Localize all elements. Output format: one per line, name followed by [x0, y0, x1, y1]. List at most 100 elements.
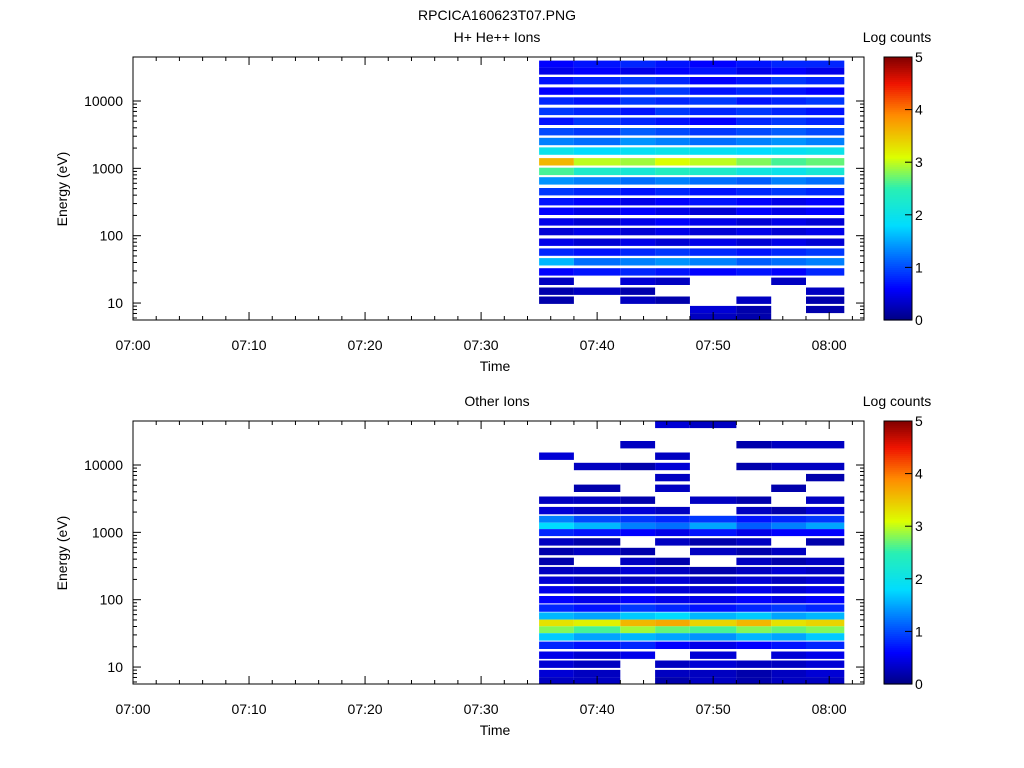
heatmap-cell [771, 268, 806, 276]
heatmap-cell [771, 87, 806, 95]
heatmap-cell [690, 586, 737, 594]
heatmap-cell [539, 167, 574, 176]
heatmap-cell [620, 167, 656, 176]
x-tick-label: 07:30 [464, 701, 499, 717]
heatmap-cell [771, 633, 806, 641]
heatmap-cell [539, 268, 574, 276]
colorbar-segment [884, 269, 912, 273]
heatmap-cell [539, 596, 574, 604]
colorbar-segment [884, 617, 912, 620]
heatmap-cell [736, 576, 772, 584]
colorbar-frame [883, 420, 913, 685]
colorbar-segment [884, 473, 912, 477]
colorbar: 0 1 2 3 4 5 [883, 49, 923, 328]
colorbar-segment [884, 465, 912, 469]
heatmap-cell [655, 612, 690, 620]
heatmap-cell [690, 596, 737, 604]
heatmap-cell [690, 167, 737, 176]
heatmap-cell [771, 198, 806, 206]
heatmap-cell [690, 158, 737, 166]
colorbar-segment [884, 514, 912, 517]
panel-other-ions: Other Ions Log counts Time Energy (eV) 0… [54, 393, 931, 738]
colorbar-segment [884, 198, 912, 202]
colorbar-segment [884, 582, 912, 586]
heatmap-cell [620, 97, 656, 105]
heatmap-cell [690, 248, 737, 256]
heatmap-cell [690, 117, 737, 125]
colorbar-segment [884, 491, 912, 495]
heatmap-cell [573, 218, 621, 226]
heatmap-cell [736, 147, 772, 155]
colorbar-segment [884, 83, 912, 86]
x-tick-label: 07:10 [232, 701, 267, 717]
colorbar-segment [884, 586, 912, 590]
colorbar-segment [884, 625, 912, 628]
heatmap-cell [806, 268, 845, 276]
heatmap-cell [539, 258, 574, 266]
colorbar-segment [884, 275, 912, 279]
colorbar-segment [884, 629, 912, 632]
heatmap-cell [655, 188, 690, 196]
colorbar-segment [884, 101, 912, 105]
heatmap-cell [539, 515, 574, 523]
heatmap-cell [736, 515, 772, 523]
heatmap-cell [690, 660, 737, 668]
colorbar-segment [884, 592, 912, 596]
colorbar-segment [884, 613, 912, 616]
colorbar-segment [884, 150, 912, 153]
colorbar-segment [884, 237, 912, 240]
heatmap-cell [620, 227, 656, 236]
heatmap-cell [690, 188, 737, 196]
colorbar-segment [884, 429, 912, 432]
colorbar-segment [884, 119, 912, 123]
heatmap-cell [620, 268, 656, 276]
heatmap-cell [806, 177, 845, 185]
heatmap-cell [806, 188, 845, 196]
heatmap-cell [620, 158, 656, 166]
heatmap-cell [573, 167, 621, 176]
colorbar-segment [884, 81, 912, 84]
heatmap-cell [771, 506, 806, 515]
colorbar-segment [884, 611, 912, 614]
heatmap-cell [736, 305, 772, 314]
heatmap-cell [655, 67, 690, 75]
colorbar-segment [884, 568, 912, 572]
heatmap-cell [573, 238, 621, 246]
colorbar-segment [884, 540, 912, 543]
colorbar-segment [884, 265, 912, 268]
heatmap-cell [690, 258, 737, 266]
heatmap-cell [771, 586, 806, 594]
heatmap-cell [771, 576, 806, 584]
heatmap-cell [573, 515, 621, 523]
heatmap-cell [573, 529, 621, 537]
colorbar-segment [884, 127, 912, 131]
colorbar-segment [884, 79, 912, 82]
colorbar-segment [884, 192, 912, 196]
heatmap-cell [736, 167, 772, 176]
heatmap-cell [573, 586, 621, 594]
colorbar-segment [884, 241, 912, 244]
colorbar-segment [884, 635, 912, 639]
heatmap-cell [771, 117, 806, 125]
heatmap-cell [806, 248, 845, 256]
heatmap-cell [573, 227, 621, 236]
heatmap-cell [771, 77, 806, 85]
colorbar-segment [884, 657, 912, 661]
colorbar-segment [884, 427, 912, 430]
colorbar-segment [884, 619, 912, 622]
heatmap-cell [573, 198, 621, 206]
colorbar-tick-label: 4 [915, 466, 923, 482]
heatmap-cell [539, 547, 574, 556]
colorbar-segment [884, 503, 912, 507]
colorbar-segment [884, 162, 912, 165]
heatmap-cell [690, 137, 737, 146]
colorbar-segment [884, 69, 912, 72]
colorbar-tick-label: 0 [915, 676, 923, 692]
x-tick-label: 07:30 [464, 337, 499, 353]
heatmap-cell [771, 107, 806, 116]
heatmap-cell [655, 484, 690, 492]
colorbar-segment [884, 220, 912, 224]
colorbar-segment [884, 463, 912, 467]
heatmap-cell [736, 619, 772, 627]
